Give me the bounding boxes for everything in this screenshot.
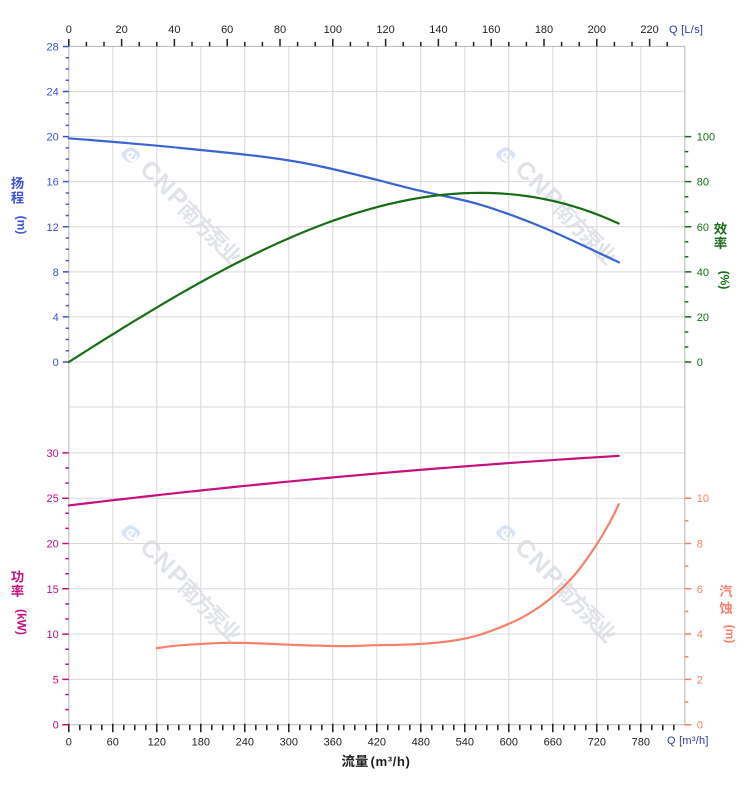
svg-text:10: 10 (697, 493, 709, 505)
svg-text:180: 180 (535, 24, 553, 36)
svg-text:30: 30 (47, 448, 59, 460)
svg-text:20: 20 (115, 24, 127, 36)
svg-text:28: 28 (47, 41, 59, 53)
svg-text:25: 25 (47, 493, 59, 505)
svg-text:20: 20 (47, 132, 59, 144)
svg-text:(m): (m) (15, 216, 29, 235)
svg-text:220: 220 (640, 24, 658, 36)
svg-text:40: 40 (697, 267, 709, 279)
svg-text:600: 600 (500, 737, 518, 749)
svg-text:120: 120 (148, 737, 166, 749)
svg-text:80: 80 (697, 177, 709, 189)
svg-text:16: 16 (47, 177, 59, 189)
svg-text:(kW): (kW) (15, 609, 29, 635)
svg-text:(%): (%) (718, 271, 732, 290)
svg-text:0: 0 (66, 24, 72, 36)
svg-text:20: 20 (47, 539, 59, 551)
svg-text:180: 180 (192, 737, 210, 749)
svg-text:140: 140 (429, 24, 447, 36)
svg-text:60: 60 (107, 737, 119, 749)
svg-text:780: 780 (632, 737, 650, 749)
svg-text:60: 60 (697, 222, 709, 234)
svg-text:360: 360 (324, 737, 342, 749)
svg-text:8: 8 (697, 539, 703, 551)
svg-text:420: 420 (368, 737, 386, 749)
svg-text:10: 10 (47, 629, 59, 641)
svg-text:(m): (m) (723, 625, 737, 644)
svg-text:240: 240 (236, 737, 254, 749)
svg-text:160: 160 (482, 24, 500, 36)
svg-text:0: 0 (66, 737, 72, 749)
svg-text:540: 540 (456, 737, 474, 749)
svg-text:100: 100 (697, 132, 715, 144)
svg-text:40: 40 (168, 24, 180, 36)
svg-text:300: 300 (280, 737, 298, 749)
svg-text:720: 720 (588, 737, 606, 749)
svg-text:5: 5 (53, 674, 59, 686)
svg-text:0: 0 (697, 720, 703, 732)
svg-text:0: 0 (697, 357, 703, 369)
svg-text:480: 480 (412, 737, 430, 749)
svg-text:0: 0 (53, 720, 59, 732)
svg-text:8: 8 (53, 267, 59, 279)
svg-text:Q [m³/h]: Q [m³/h] (667, 735, 709, 747)
svg-text:60: 60 (221, 24, 233, 36)
svg-text:6: 6 (697, 584, 703, 596)
svg-text:100: 100 (324, 24, 342, 36)
svg-text:120: 120 (376, 24, 394, 36)
svg-text:80: 80 (274, 24, 286, 36)
svg-text:(m³/h): (m³/h) (371, 754, 411, 769)
svg-text:24: 24 (47, 87, 59, 99)
svg-text:2: 2 (697, 674, 703, 686)
svg-text:660: 660 (544, 737, 562, 749)
svg-text:200: 200 (588, 24, 606, 36)
svg-text:Q [L/s]: Q [L/s] (669, 24, 703, 36)
svg-text:15: 15 (47, 584, 59, 596)
svg-text:20: 20 (697, 312, 709, 324)
svg-text:0: 0 (53, 357, 59, 369)
svg-text:12: 12 (47, 222, 59, 234)
svg-text:4: 4 (697, 629, 703, 641)
svg-text:4: 4 (53, 312, 59, 324)
